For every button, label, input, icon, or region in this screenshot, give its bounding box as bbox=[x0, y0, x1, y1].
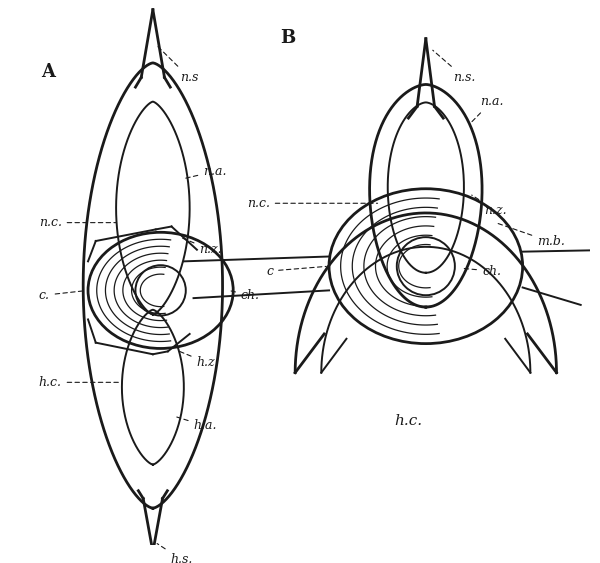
Text: ch.: ch. bbox=[463, 265, 501, 278]
Text: h.a.: h.a. bbox=[177, 417, 217, 432]
Text: n.c.: n.c. bbox=[38, 216, 116, 229]
Text: h.z.: h.z. bbox=[179, 351, 219, 369]
Text: n.c.: n.c. bbox=[247, 196, 377, 210]
Text: ch.: ch. bbox=[231, 289, 260, 302]
Text: h.c.: h.c. bbox=[38, 376, 121, 389]
Text: n.a.: n.a. bbox=[470, 95, 503, 124]
Text: c: c bbox=[266, 265, 326, 278]
Text: n.s: n.s bbox=[157, 46, 199, 84]
Text: r.: r. bbox=[0, 562, 1, 563]
Text: h.s.: h.s. bbox=[157, 543, 193, 563]
Text: n.z.: n.z. bbox=[472, 195, 506, 217]
Text: m.b.: m.b. bbox=[498, 224, 565, 248]
Text: n.a.: n.a. bbox=[185, 165, 227, 178]
Text: A: A bbox=[41, 63, 56, 81]
Text: h.c.: h.c. bbox=[394, 414, 422, 428]
Text: B: B bbox=[281, 29, 296, 47]
Text: n.s.: n.s. bbox=[433, 50, 475, 84]
Text: n.z.: n.z. bbox=[182, 238, 222, 256]
Text: c.: c. bbox=[38, 289, 85, 302]
